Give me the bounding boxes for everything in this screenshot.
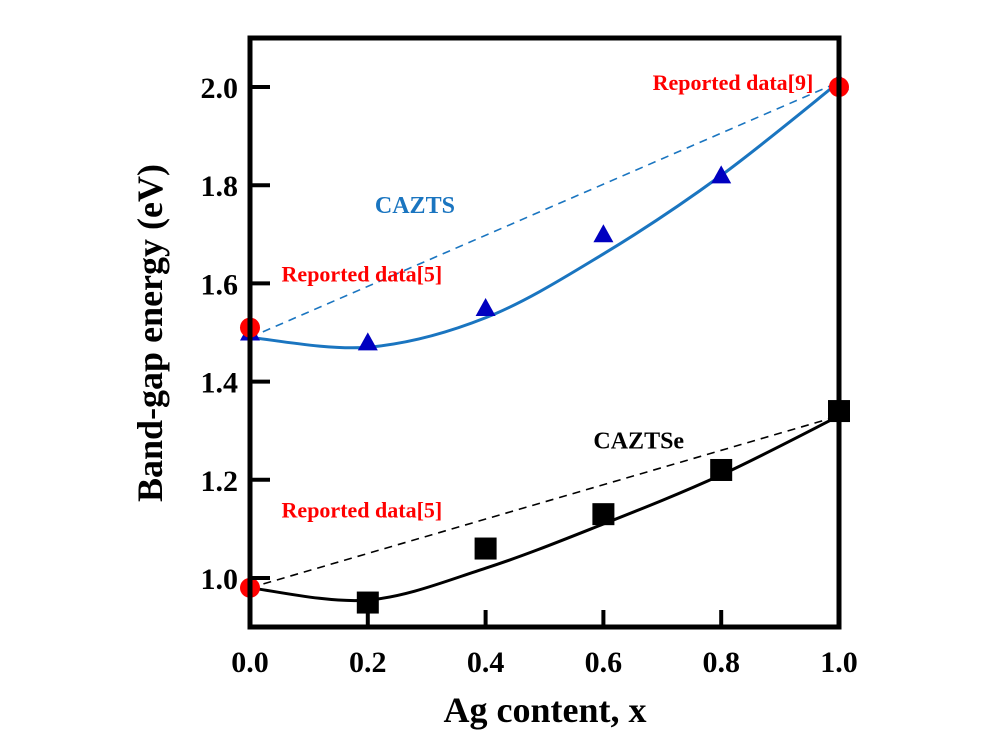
triangle-marker <box>475 297 496 316</box>
data-markers <box>240 72 850 614</box>
axis-ticks: 0.0 0.2 0.4 0.6 0.8 1.0 1.0 1.2 1.4 1.6 1.8 2.0 <box>201 72 858 679</box>
square-marker <box>356 591 379 614</box>
x-tick-label: 0.4 <box>467 646 505 679</box>
reference-line <box>249 415 840 589</box>
reference-line <box>249 81 840 339</box>
square-marker <box>474 537 497 560</box>
x-axis-title: Ag content, x <box>444 690 647 730</box>
square-marker <box>592 503 615 526</box>
series-label: CAZTSe <box>593 429 684 455</box>
y-tick-label: 1.2 <box>201 465 239 498</box>
y-axis-title: Band-gap energy (eV) <box>130 164 170 502</box>
x-tick-label: 0.0 <box>231 646 269 679</box>
y-tick-label: 1.0 <box>201 563 239 596</box>
x-tick-label: 0.2 <box>349 646 387 679</box>
y-tick-label: 1.4 <box>201 367 239 400</box>
fit-curve-cazts <box>249 80 840 350</box>
x-tick-label: 1.0 <box>820 646 858 679</box>
reported-data-label: Reported data[9] <box>653 70 814 95</box>
annotations: Reported data[9] Reported data[5] Reported… <box>282 70 814 522</box>
y-tick-label: 1.8 <box>201 170 239 203</box>
triangle-marker <box>711 165 732 184</box>
triangle-marker <box>593 224 614 243</box>
x-tick-label: 0.6 <box>585 646 623 679</box>
triangle-marker <box>357 332 378 351</box>
fit-curves <box>249 80 840 603</box>
reported-data-label: Reported data[5] <box>282 262 443 287</box>
y-tick-label: 2.0 <box>201 72 239 105</box>
series-label: CAZTS <box>375 193 455 219</box>
x-tick-label: 0.8 <box>702 646 740 679</box>
y-tick-label: 1.6 <box>201 268 239 301</box>
square-marker <box>710 458 733 481</box>
plot-frame <box>247 35 842 630</box>
reported-data-label: Reported data[5] <box>282 497 443 522</box>
